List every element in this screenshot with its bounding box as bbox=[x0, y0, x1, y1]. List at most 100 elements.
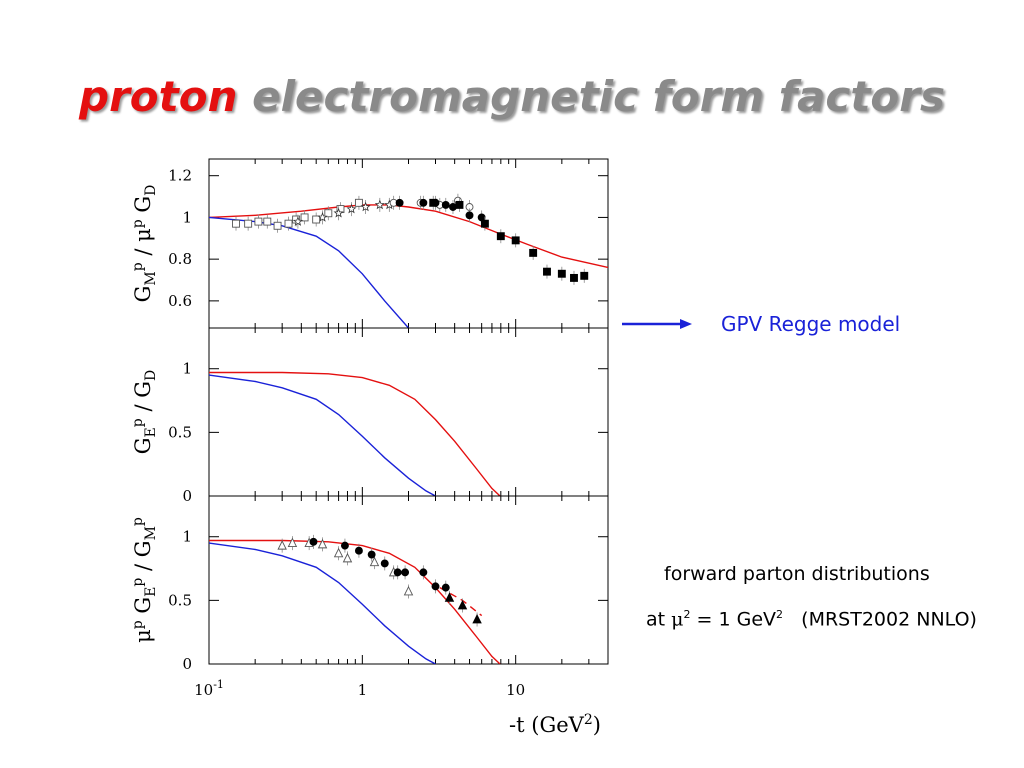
data-point bbox=[374, 199, 385, 210]
arrow-right-icon bbox=[622, 319, 692, 329]
data-point bbox=[511, 236, 520, 245]
title-rest: electromagnetic form factors bbox=[252, 72, 945, 121]
data-point bbox=[244, 219, 253, 228]
x-axis-label: -t (GeV2) bbox=[509, 712, 601, 737]
y-label-part: E bbox=[143, 427, 159, 437]
data-point bbox=[340, 541, 349, 550]
y-axis-label: GEp / GD bbox=[130, 370, 159, 454]
y-label-part: p bbox=[130, 418, 146, 427]
y-tick-label: 1.2 bbox=[168, 167, 192, 185]
data-point bbox=[367, 550, 376, 559]
data-point bbox=[570, 273, 578, 282]
y-label-part: p bbox=[130, 517, 146, 526]
data-point bbox=[455, 200, 464, 209]
data-point bbox=[529, 248, 538, 257]
data-point bbox=[309, 537, 318, 546]
data-point bbox=[273, 221, 282, 230]
data-point bbox=[403, 585, 414, 596]
scale-note-mu: μ bbox=[671, 608, 684, 631]
data-point bbox=[480, 219, 489, 228]
x-label-part: -t (GeV bbox=[509, 713, 585, 737]
data-point bbox=[429, 198, 438, 207]
data-point bbox=[395, 198, 404, 207]
x-tick-label: 1 bbox=[358, 681, 368, 699]
y-tick-label: 1 bbox=[182, 208, 192, 226]
y-label-part: M bbox=[143, 271, 159, 285]
curve-group bbox=[209, 539, 501, 664]
data-point bbox=[557, 269, 566, 278]
data-point bbox=[324, 209, 333, 218]
y-label-part: p bbox=[130, 578, 146, 587]
y-label-part: M bbox=[143, 526, 159, 540]
y-tick-label: 0.5 bbox=[168, 591, 192, 609]
data-point bbox=[263, 217, 272, 226]
data-point bbox=[431, 582, 440, 591]
y-label-part: p bbox=[130, 620, 146, 629]
data-point bbox=[580, 271, 589, 280]
red-model-curve bbox=[209, 539, 501, 664]
data-point bbox=[284, 219, 293, 228]
scale-note-prefix: at bbox=[646, 608, 666, 631]
x-label-part: 2 bbox=[584, 712, 593, 728]
y-label-part: G bbox=[131, 437, 155, 454]
y-label-part: G bbox=[131, 597, 155, 620]
y-label-part: p bbox=[130, 219, 146, 228]
data-point bbox=[287, 537, 298, 548]
y-label-part: / G bbox=[131, 540, 155, 577]
data-point bbox=[393, 568, 402, 577]
red-model-curve bbox=[209, 204, 608, 269]
y-axis-label: μp GEp / GMp bbox=[130, 517, 159, 643]
data-point bbox=[292, 216, 303, 226]
y-label-part: G bbox=[131, 286, 155, 303]
y-label-part: G bbox=[131, 196, 155, 219]
red-model-curve bbox=[209, 371, 501, 496]
data-point bbox=[317, 212, 328, 222]
blue-model-curve bbox=[209, 374, 436, 496]
data-point bbox=[449, 203, 457, 211]
scale-note-eq: = 1 GeV bbox=[696, 608, 777, 631]
data-point bbox=[333, 547, 344, 558]
y-tick-label: 1 bbox=[182, 528, 192, 546]
data-point bbox=[441, 200, 450, 209]
data-point bbox=[346, 203, 357, 214]
scale-note: at μ2 = 1 GeV2 (MRST2002 NNLO) bbox=[646, 608, 977, 630]
data-point bbox=[457, 599, 468, 610]
data-point bbox=[232, 219, 240, 228]
data-point bbox=[333, 207, 344, 218]
y-tick-label: 0 bbox=[182, 655, 192, 673]
data-point bbox=[380, 559, 389, 568]
x-tick-label: 10-1 bbox=[194, 678, 224, 699]
data-point bbox=[354, 546, 363, 555]
data-point bbox=[354, 198, 363, 207]
panel-frame bbox=[208, 495, 609, 665]
blue-model-curve bbox=[209, 216, 410, 328]
curve-group bbox=[209, 371, 501, 496]
y-label-part: / μ bbox=[131, 228, 155, 262]
data-point bbox=[254, 217, 263, 226]
y-tick-label: 0.8 bbox=[168, 250, 192, 268]
data-point bbox=[543, 267, 551, 276]
data-point bbox=[369, 556, 380, 567]
panel-middle: 0 0.5 1 GEp / GD bbox=[130, 327, 609, 505]
data-point bbox=[312, 215, 321, 224]
y-label-part: p bbox=[130, 262, 146, 271]
data-point bbox=[441, 583, 450, 592]
y-tick-label: 0 bbox=[182, 487, 192, 505]
x-label-part: ) bbox=[593, 713, 601, 737]
y-tick-label: 1 bbox=[182, 360, 192, 378]
y-label-part: E bbox=[143, 587, 159, 597]
y-axis-label: GMp / μp GD bbox=[130, 185, 159, 303]
y-tick-label: 0.6 bbox=[168, 292, 192, 310]
scale-note-ref: (MRST2002 NNLO) bbox=[801, 608, 977, 631]
y-label-part: D bbox=[143, 185, 159, 196]
data-point bbox=[317, 538, 328, 549]
y-label-part: / G bbox=[131, 381, 155, 418]
x-tick-label: 10 bbox=[506, 681, 525, 699]
blue-model-curve bbox=[209, 542, 436, 664]
gpv-model-label: GPV Regge model bbox=[721, 312, 901, 336]
panel-frame bbox=[208, 158, 609, 329]
data-point bbox=[444, 592, 455, 602]
